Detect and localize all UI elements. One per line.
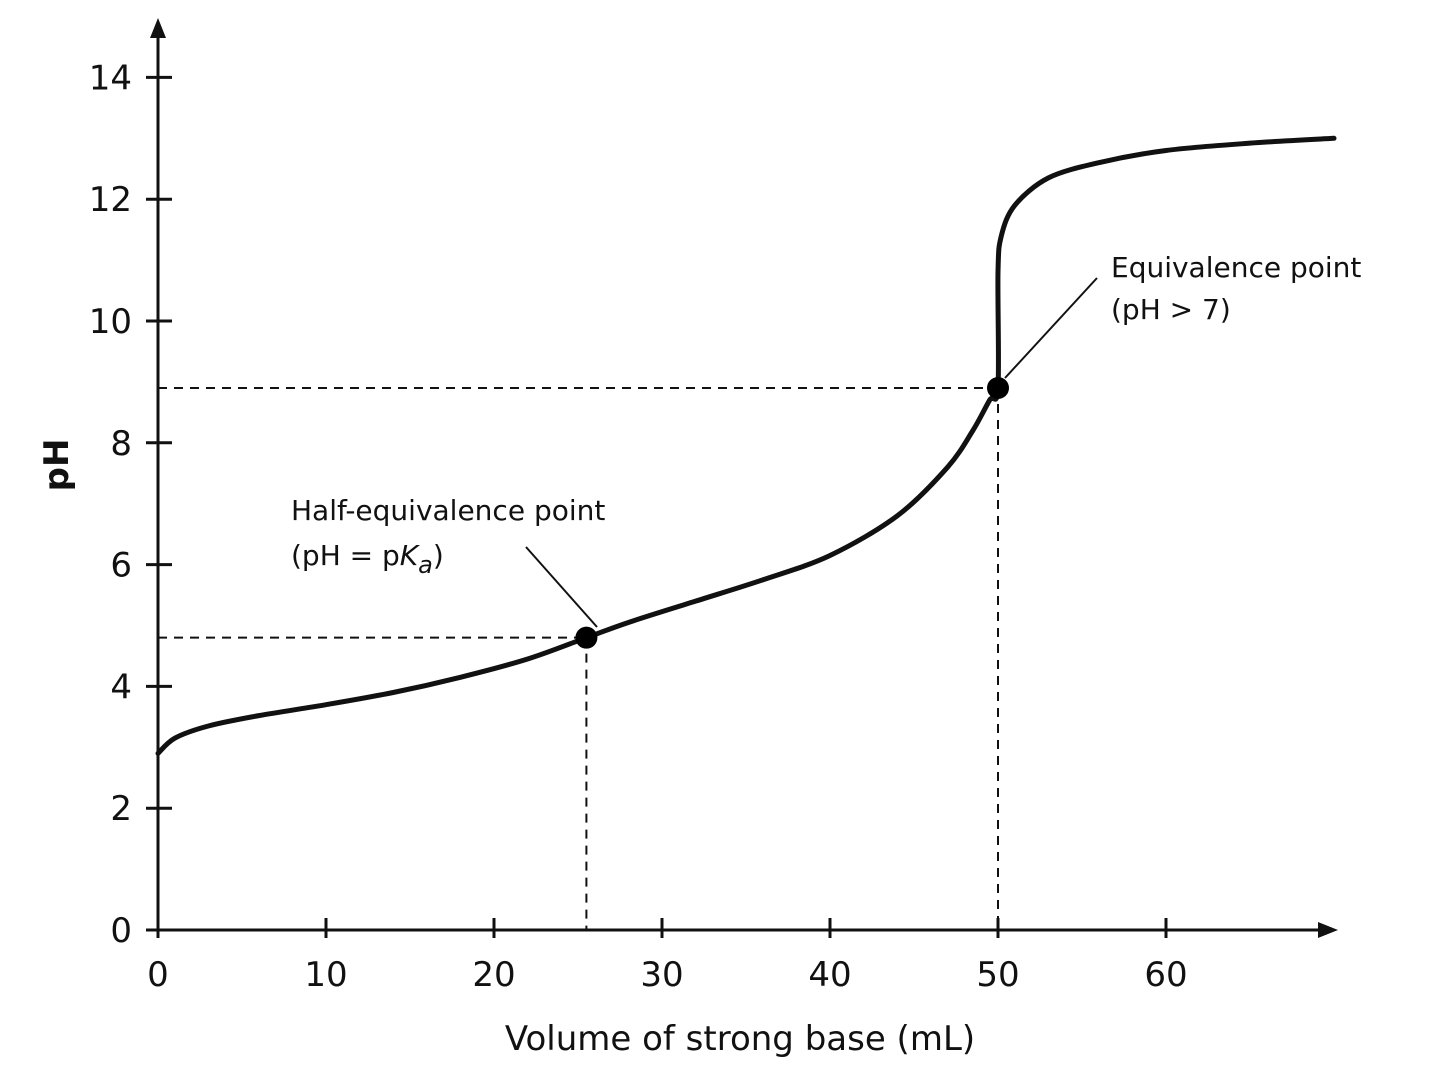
y-tick-label: 2 [110,789,132,829]
y-tick-label: 4 [110,667,132,707]
y-tick-label: 10 [89,302,132,342]
y-tick-label: 0 [110,911,132,951]
half-equivalence-label: Half-equivalence point [291,494,605,527]
equivalence-point [987,376,1009,399]
y-tick-label: 12 [89,180,132,220]
y-axis-title: pH [37,439,77,492]
x-tick-label: 20 [472,955,515,995]
half-equivalence-sublabel: (pH = pKa) [291,539,444,579]
y-tick-label: 6 [110,546,132,586]
x-tick-label: 30 [640,955,683,995]
point-markers [575,376,1009,649]
x-tick-label: 0 [147,955,169,995]
x-tick-label: 60 [1144,955,1187,995]
titration-curve [155,135,1337,756]
axes: 0 10 20 30 40 50 60 0 2 4 6 8 10 12 14 [89,18,1338,995]
half-equivalence-point [575,626,598,649]
y-axis-arrow [150,18,166,38]
guide-lines [158,386,999,930]
x-tick-label: 10 [304,955,347,995]
y-tick-label: 8 [110,424,132,464]
x-axis-arrow [1318,922,1338,938]
y-tick-label: 14 [89,58,132,98]
x-axis-title: Volume of strong base (mL) [505,1019,975,1059]
x-tick-label: 50 [976,955,1019,995]
curve-layer [155,135,1337,756]
equivalence-sublabel: (pH > 7) [1111,293,1231,326]
x-tick-label: 40 [808,955,851,995]
equivalence-leader [1004,277,1098,379]
half-equivalence-leader [525,546,598,628]
equivalence-label: Equivalence point [1111,251,1361,284]
